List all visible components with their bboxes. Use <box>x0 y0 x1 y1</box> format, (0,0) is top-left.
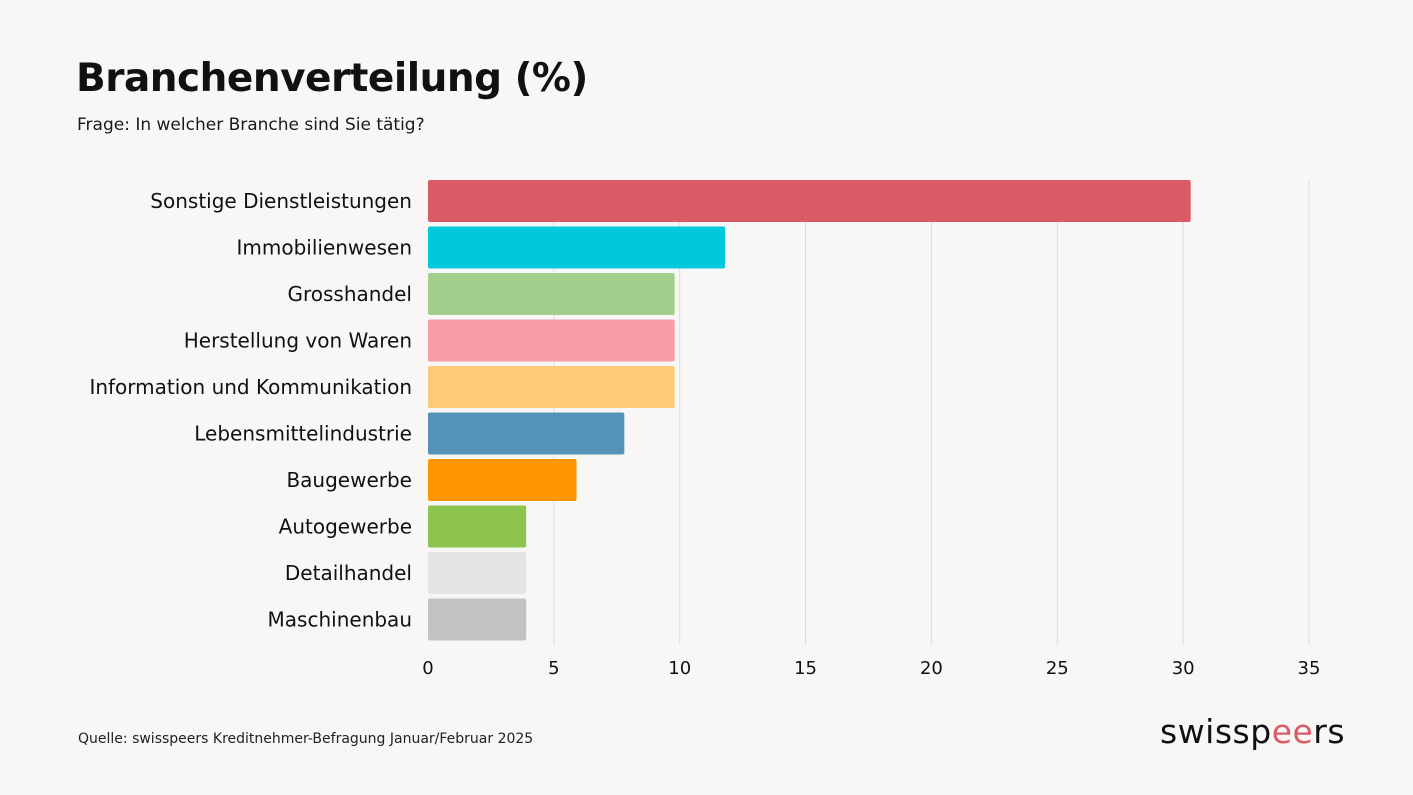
x-tick-label: 20 <box>920 658 943 679</box>
category-label: Sonstige Dienstleistungen <box>150 189 412 213</box>
chart-title: Branchenverteilung (%) <box>76 56 588 101</box>
category-label: Maschinenbau <box>268 608 412 632</box>
x-tick-label: 0 <box>422 658 433 679</box>
category-label: Autogewerbe <box>279 515 412 539</box>
x-tick-label: 10 <box>668 658 691 679</box>
bar <box>428 459 577 501</box>
bar <box>428 319 675 362</box>
bar <box>428 505 527 548</box>
bar <box>428 552 527 594</box>
x-tick-label: 15 <box>794 658 817 679</box>
category-label: Lebensmittelindustrie <box>194 422 412 446</box>
bar-chart: Sonstige Dienstleistungen Immobilienwesen… <box>89 180 1321 679</box>
bar <box>428 366 675 408</box>
source-note: Quelle: swisspeers Kreditnehmer-Befragun… <box>78 731 534 747</box>
bar <box>428 598 527 641</box>
category-label: Herstellung von Waren <box>184 329 412 353</box>
bar <box>428 412 625 455</box>
swisspeers-logo: swisspeers <box>1160 712 1345 751</box>
category-label: Information und Kommunikation <box>89 375 412 399</box>
category-label: Grosshandel <box>287 282 412 306</box>
svg-text:swisspeers: swisspeers <box>1160 712 1345 751</box>
x-tick-label: 35 <box>1298 658 1321 679</box>
x-tick-label: 5 <box>548 658 559 679</box>
category-label: Baugewerbe <box>286 468 412 492</box>
x-tick-label: 25 <box>1046 658 1069 679</box>
category-label: Immobilienwesen <box>236 236 412 260</box>
x-tick-label: 30 <box>1172 658 1195 679</box>
bar <box>428 273 675 315</box>
bar <box>428 226 726 269</box>
bar <box>428 180 1191 222</box>
category-label: Detailhandel <box>285 561 412 585</box>
chart-subtitle: Frage: In welcher Branche sind Sie tätig… <box>77 115 425 135</box>
